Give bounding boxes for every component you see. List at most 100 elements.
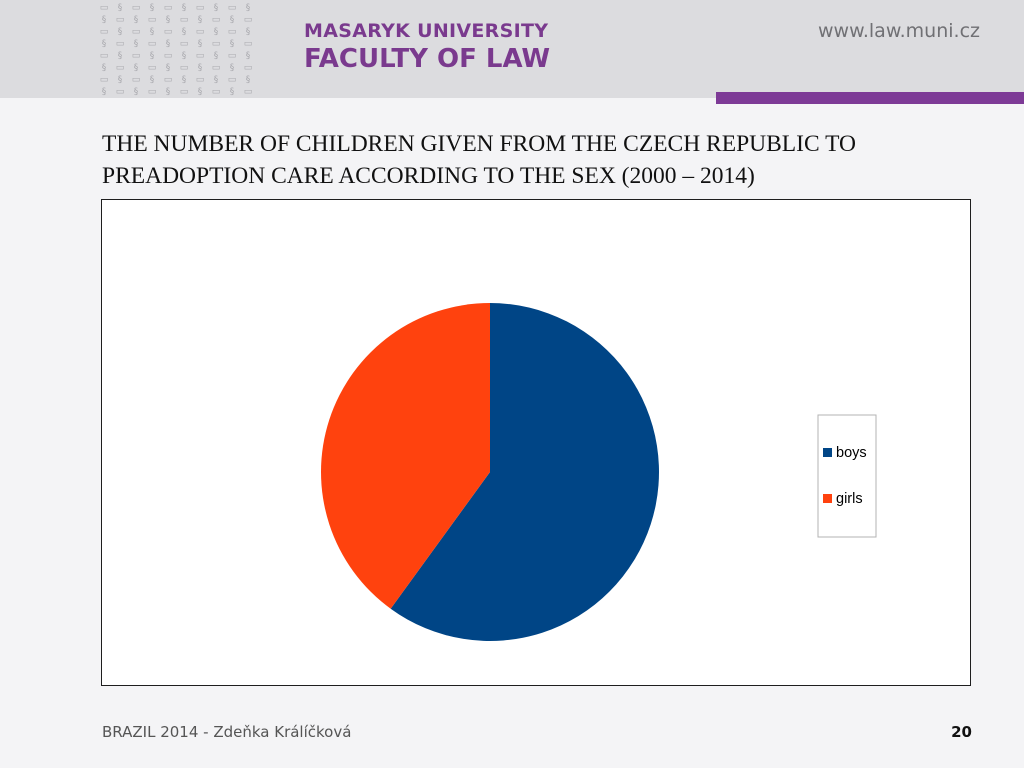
legend-swatch-boys [823, 448, 832, 457]
pattern-glyph: § [101, 87, 107, 97]
pattern-glyph: § [197, 87, 203, 97]
pattern-glyph: § [117, 75, 123, 85]
legend-label-girls: girls [836, 491, 863, 507]
pattern-glyph: ▭ [131, 27, 141, 37]
pattern-glyph: ▭ [227, 3, 237, 13]
pattern-glyph: § [213, 3, 219, 13]
pattern-glyph: ▭ [163, 27, 173, 37]
pattern-glyph: § [165, 15, 171, 25]
pattern-glyph: ▭ [115, 39, 125, 49]
pattern-glyph: ▭ [195, 51, 205, 61]
pattern-glyph: § [149, 51, 155, 61]
pie-slices [321, 303, 660, 641]
pattern-glyph: § [133, 15, 139, 25]
chart-title: THE NUMBER OF CHILDREN GIVEN FROM THE CZ… [102, 131, 856, 189]
pattern-glyph: ▭ [131, 3, 141, 13]
pattern-glyph: ▭ [99, 27, 109, 37]
pie-slice-boys [390, 303, 660, 641]
pattern-glyph: ▭ [211, 87, 221, 97]
pattern-glyph: § [197, 63, 203, 73]
university-name: MASARYK UNIVERSITY [304, 20, 549, 42]
pattern-glyph: ▭ [211, 63, 221, 73]
pattern-glyph: § [213, 75, 219, 85]
pattern-glyph: ▭ [243, 39, 253, 49]
pattern-glyph: ▭ [131, 75, 141, 85]
pattern-glyph: ▭ [163, 51, 173, 61]
pattern-glyph: ▭ [211, 39, 221, 49]
pattern-glyph: § [101, 63, 107, 73]
legend-box [817, 414, 877, 538]
pattern-glyph: § [229, 63, 235, 73]
pattern-glyph: § [133, 87, 139, 97]
pattern-glyph: ▭ [115, 87, 125, 97]
pattern-glyph: ▭ [195, 3, 205, 13]
pattern-glyph: ▭ [147, 39, 157, 49]
accent-bar [716, 92, 1024, 104]
chart-frame: boys girls [101, 199, 971, 686]
pattern-glyph: ▭ [179, 87, 189, 97]
pattern-glyph: § [229, 39, 235, 49]
pattern-glyph: ▭ [99, 51, 109, 61]
pattern-glyph: § [181, 51, 187, 61]
pattern-glyph: § [181, 3, 187, 13]
pattern-glyph: § [165, 39, 171, 49]
pattern-glyph: ▭ [195, 27, 205, 37]
pattern-glyph: ▭ [147, 87, 157, 97]
pattern-glyph: ▭ [99, 3, 109, 13]
pattern-glyph: § [149, 75, 155, 85]
pattern-glyph: ▭ [243, 63, 253, 73]
pattern-glyph: ▭ [179, 15, 189, 25]
pattern-glyph: ▭ [131, 51, 141, 61]
pattern-glyph: § [197, 15, 203, 25]
chart-legend: boys girls [817, 414, 877, 538]
pattern-glyph: § [101, 39, 107, 49]
pattern-glyph: § [165, 63, 171, 73]
header-band: ▭ § ▭ § ▭ § ▭ § ▭ § § ▭ § ▭ § ▭ § ▭ § ▭ ▭ § ▭ § ▭ § ▭ § ▭ § § ▭ § ▭ § ▭ § ▭ § ▭… [0, 0, 1024, 98]
pattern-glyph: § [117, 27, 123, 37]
pattern-glyph: ▭ [99, 75, 109, 85]
pattern-glyph: ▭ [243, 15, 253, 25]
pattern-glyph: § [101, 15, 107, 25]
pattern-glyph: ▭ [179, 39, 189, 49]
legend-swatch-girls [823, 494, 832, 503]
pattern-glyph: § [181, 75, 187, 85]
pattern-glyph: § [133, 63, 139, 73]
pattern-glyph: § [181, 27, 187, 37]
pattern-glyph: ▭ [227, 75, 237, 85]
pattern-glyph: ▭ [211, 15, 221, 25]
pie-chart: boys girls [321, 303, 877, 641]
pattern-glyph: § [213, 27, 219, 37]
footer-text: BRAZIL 2014 - Zdeňka Králíčková [102, 723, 352, 741]
pattern-glyph: § [149, 27, 155, 37]
pattern-glyph: ▭ [115, 15, 125, 25]
pattern-glyph: § [213, 51, 219, 61]
pattern-glyph: ▭ [243, 87, 253, 97]
pattern-glyph: § [245, 75, 251, 85]
pattern-glyph: § [245, 51, 251, 61]
pattern-glyph: ▭ [147, 63, 157, 73]
pattern-glyph: ▭ [195, 75, 205, 85]
page-number: 20 [951, 723, 972, 741]
legend-label-boys: boys [836, 445, 867, 461]
pattern-glyph: ▭ [115, 63, 125, 73]
faculty-name: FACULTY OF LAW [304, 44, 551, 74]
pattern-glyph: ▭ [179, 63, 189, 73]
pattern-glyph: ▭ [147, 15, 157, 25]
pattern-glyph: § [229, 87, 235, 97]
pie-slice-girls [321, 303, 490, 609]
pattern-glyph: § [245, 27, 251, 37]
pattern-glyph: ▭ [227, 51, 237, 61]
pattern-glyph: § [197, 39, 203, 49]
logo-pattern: ▭ § ▭ § ▭ § ▭ § ▭ § § ▭ § ▭ § ▭ § ▭ § ▭ ▭ § ▭ § ▭ § ▭ § ▭ § § ▭ § ▭ § ▭ § ▭ § ▭… [96, 2, 256, 98]
pattern-glyph: ▭ [227, 27, 237, 37]
pattern-glyph: § [133, 39, 139, 49]
pattern-glyph: § [165, 87, 171, 97]
pattern-glyph: § [229, 15, 235, 25]
pattern-glyph: § [149, 3, 155, 13]
pattern-glyph: ▭ [163, 3, 173, 13]
website-link[interactable]: www.law.muni.cz [817, 20, 980, 42]
pattern-glyph: § [117, 51, 123, 61]
pattern-glyph: § [117, 3, 123, 13]
pattern-glyph: ▭ [163, 75, 173, 85]
pattern-glyph: § [245, 3, 251, 13]
